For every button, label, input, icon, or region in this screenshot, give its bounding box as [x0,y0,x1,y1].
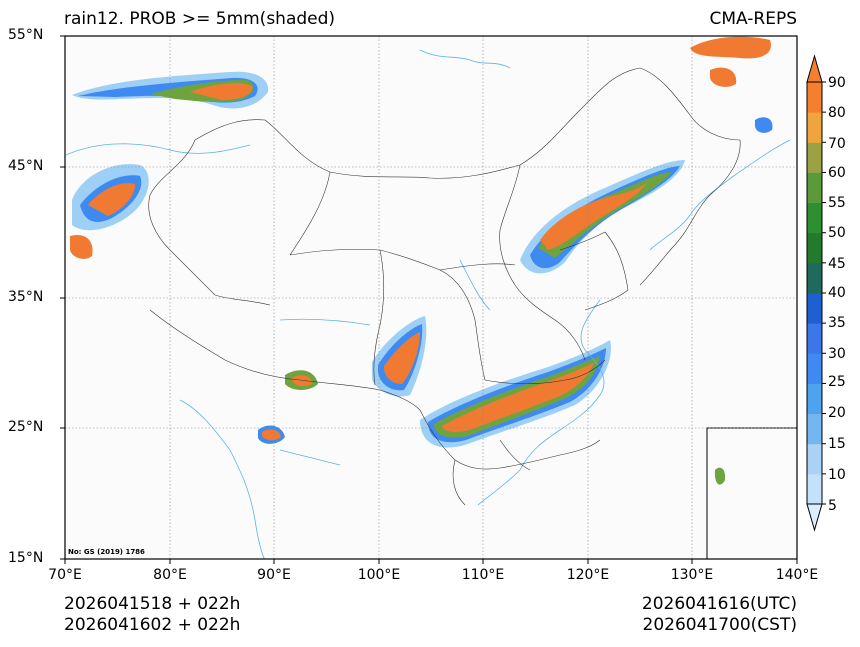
lon-label-90: 90°E [257,567,291,583]
model-name: CMA-REPS [709,9,797,29]
colorbar-label-30: 30 [828,346,846,362]
colorbar-segment [807,202,822,234]
colorbar [806,54,826,532]
colorbar-label-40: 40 [828,285,846,301]
valid-time-utc: 2026041616(UTC) [641,594,797,614]
colorbar-label-90: 90 [828,75,846,91]
colorbar-label-60: 60 [828,165,846,181]
lon-label-130: 130°E [670,567,714,583]
south-china-sea-inset [706,427,797,559]
colorbar-segment [807,112,822,143]
coastlines-rivers [65,49,791,559]
colorbar-label-20: 20 [828,405,846,421]
colorbar-label-5: 5 [828,498,837,514]
colorbar-segment [807,443,822,475]
colorbar-segment [807,262,822,294]
colorbar-segment [807,353,822,384]
colorbar-segment [807,142,822,173]
lat-label-35: 35°N [8,289,44,305]
inset-island [714,467,726,485]
lon-label-120: 120°E [566,567,610,583]
valid-time-cst: 2026041700(CST) [642,615,797,635]
lat-label-55: 55°N [8,27,44,43]
init-time-cst: 2026041602 + 022h [64,615,241,635]
colorbar-segment [807,413,822,445]
colorbar-segment [807,383,822,415]
axis-ticks [60,35,798,564]
colorbar-over-triangle [806,54,823,83]
init-time-block: 2026041518 + 022h 2026041602 + 022h [64,594,240,636]
lat-label-25: 25°N [8,419,44,435]
colorbar-label-50: 50 [828,225,846,241]
lat-label-45: 45°N [8,158,44,174]
colorbar-label-80: 80 [828,105,846,121]
colorbar-label-45: 45 [828,256,846,272]
gridlines [65,36,797,559]
colorbar-segment [807,293,822,324]
lon-label-110: 110°E [461,567,505,583]
admin-borders [148,67,741,506]
lon-label-100: 100°E [357,567,401,583]
colorbar-label-70: 70 [828,136,846,152]
colorbar-segment [807,172,822,204]
colorbar-label-10: 10 [828,467,846,483]
lon-label-140: 140°E [775,567,819,583]
colorbar-segment [807,473,822,505]
init-time-utc: 2026041518 + 022h [64,594,241,614]
colorbar-label-25: 25 [828,374,846,390]
colorbar-under-triangle [806,503,823,532]
map-background [65,36,797,559]
precip-shading [70,36,773,448]
valid-time-block: 2026041616(UTC) 2026041700(CST) [642,594,797,636]
colorbar-label-55: 55 [828,195,846,211]
lat-label-15: 15°N [8,550,44,566]
colorbar-label-15: 15 [828,436,846,452]
colorbar-segment [807,323,822,354]
colorbar-label-35: 35 [828,315,846,331]
colorbar-segment [807,82,822,113]
map-approval-number: No: GS (2019) 1786 [68,548,145,556]
lon-label-70: 70°E [48,567,82,583]
lon-label-80: 80°E [153,567,187,583]
colorbar-segment [807,232,822,264]
map-title: rain12. PROB >= 5mm(shaded) [64,9,336,29]
